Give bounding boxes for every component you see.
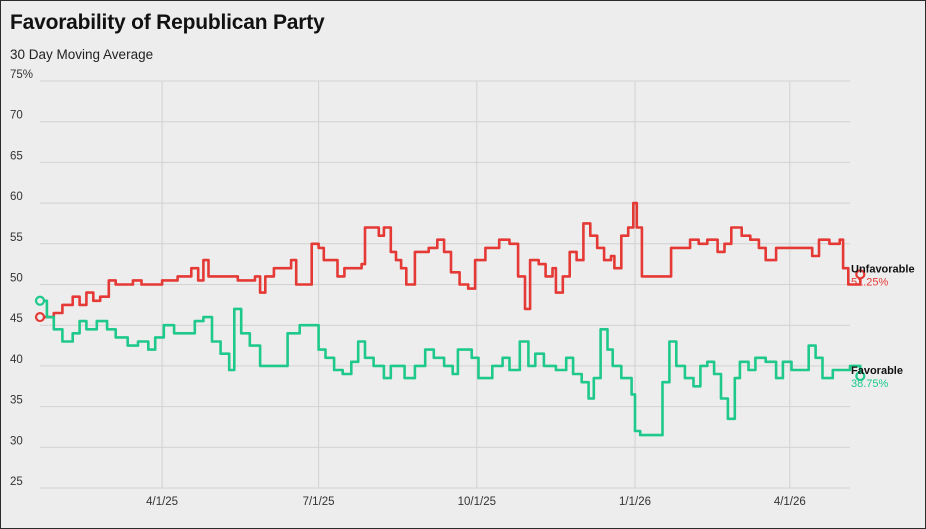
unfavorable-end-marker	[855, 269, 866, 280]
favorable-end-value: 38.75%	[851, 378, 889, 390]
favorable-end-marker	[855, 370, 866, 382]
unfavorable-start-marker	[34, 311, 46, 323]
y-tick-label: 65	[10, 150, 23, 162]
y-tick-label: 60	[10, 191, 23, 203]
chart-title: Favorability of Republican Party	[10, 11, 325, 34]
x-tick-label: 10/1/25	[458, 496, 496, 508]
y-tick-label: 30	[10, 435, 23, 447]
x-tick-label: 1/1/26	[619, 496, 651, 508]
favorable-line	[40, 299, 862, 437]
y-tick-label: 40	[10, 354, 23, 366]
y-tick-label: 55	[10, 232, 23, 244]
x-tick-label: 4/1/26	[774, 496, 806, 508]
chart-subtitle: 30 Day Moving Average	[10, 47, 154, 62]
y-tick-label: 45	[10, 313, 23, 325]
y-tick-label: 50	[10, 273, 23, 285]
y-tick-label: 25	[10, 476, 23, 488]
y-tick-label: 75%	[10, 69, 33, 81]
x-tick-label: 7/1/25	[303, 496, 335, 508]
unfavorable-end-value: 51.25%	[851, 276, 889, 288]
x-axis: 4/1/25 7/1/25 10/1/25 1/1/26 4/1/26	[146, 496, 806, 508]
x-tick-label: 4/1/25	[146, 496, 178, 508]
series-lines	[34, 201, 866, 437]
favorable-start-marker	[34, 295, 46, 306]
y-tick-label: 35	[10, 395, 23, 407]
unfavorable-line	[40, 201, 862, 319]
unfavorable-series-name: Unfavorable	[851, 263, 915, 275]
y-tick-label: 70	[10, 110, 23, 122]
favorable-series-name: Favorable	[851, 365, 903, 377]
y-axis: 75% 70 65 60 55 50 45 40 35 30 25	[10, 69, 33, 488]
